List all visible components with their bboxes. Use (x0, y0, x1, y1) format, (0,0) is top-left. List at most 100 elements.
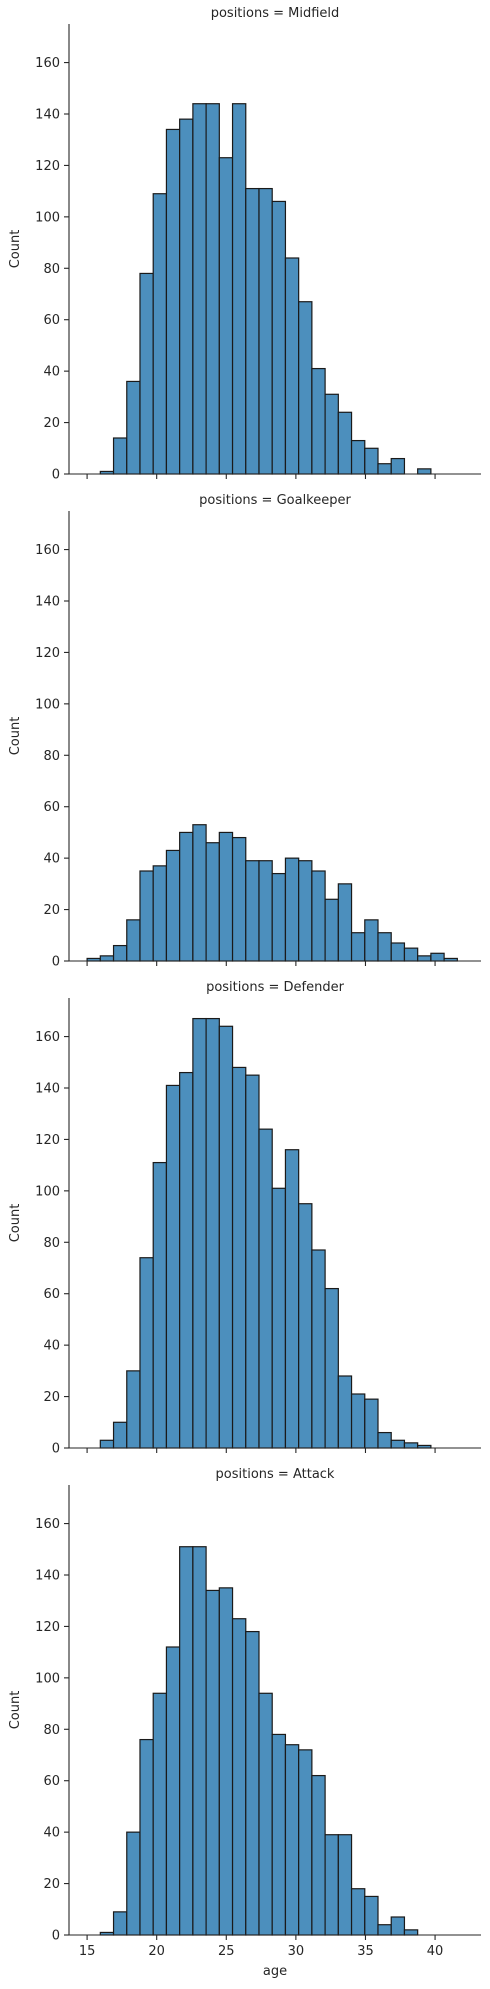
histogram-bar (231, 836, 247, 962)
histogram-bar (165, 849, 181, 962)
y-axis-label: Count (8, 1691, 23, 1730)
x-axis-label: age (263, 1964, 287, 1979)
y-tick-label: 160 (35, 543, 60, 558)
y-tick-label: 60 (43, 313, 60, 328)
histogram-bar (139, 272, 154, 475)
histogram-bar (364, 919, 379, 962)
histogram-bar (231, 1066, 247, 1449)
y-tick-label: 140 (35, 108, 60, 123)
y-tick-label: 40 (43, 1339, 60, 1354)
histogram-bar (165, 1084, 181, 1449)
histogram-bar (377, 1924, 392, 1936)
y-tick-label: 80 (43, 749, 60, 764)
histogram-bar (99, 955, 115, 962)
y-tick-label: 140 (35, 1082, 60, 1097)
y-tick-label: 100 (35, 697, 60, 712)
histogram-bar (350, 932, 366, 962)
facet-title: positions = Goalkeeper (199, 493, 351, 508)
histogram-bar (390, 1439, 406, 1449)
histogram-bar (205, 1589, 220, 1936)
histogram-bar (324, 393, 339, 475)
histogram-bar (271, 872, 287, 962)
histogram-bar (218, 157, 234, 475)
histogram-bar (192, 1017, 207, 1449)
histogram-bar (231, 1618, 247, 1936)
histogram-bar (337, 883, 353, 962)
y-tick-label: 20 (43, 1390, 60, 1405)
histogram-bar (139, 1738, 154, 1936)
histogram-bar (205, 842, 220, 962)
histogram-bar (390, 942, 406, 962)
histogram-bar (311, 870, 326, 962)
histogram-bar (112, 1421, 128, 1449)
histogram-bar (218, 1587, 234, 1936)
histogram-bar (403, 1442, 419, 1449)
histogram-bar (192, 824, 207, 962)
histogram-bar (350, 1888, 366, 1936)
histogram-bar (126, 1370, 141, 1449)
histogram-bar (298, 301, 313, 475)
y-tick-label: 60 (43, 1287, 60, 1302)
histogram-bar (245, 860, 260, 962)
histogram-bar (377, 932, 392, 962)
x-tick-label: 30 (288, 1944, 305, 1959)
histogram-bar (152, 865, 168, 962)
histogram-bar (284, 857, 300, 962)
histogram-bar (271, 1187, 287, 1449)
histogram-bar (337, 1375, 353, 1449)
histogram-bar (152, 193, 168, 475)
histogram-bar (311, 1249, 326, 1449)
y-tick-label: 160 (35, 56, 60, 71)
histogram-bar (417, 468, 432, 475)
histogram-bar (364, 1895, 379, 1936)
y-tick-label: 80 (43, 262, 60, 277)
y-tick-label: 0 (52, 1442, 60, 1457)
histogram-bar (364, 1398, 379, 1449)
x-tick-label: 40 (427, 1944, 444, 1959)
histogram-bar (192, 1546, 207, 1936)
histogram-bar (179, 118, 194, 475)
histogram-bar (298, 1203, 313, 1449)
histogram-bar (271, 200, 287, 475)
histogram-bar (324, 1834, 339, 1936)
histogram-bar (245, 187, 260, 475)
y-tick-label: 80 (43, 1236, 60, 1251)
y-tick-label: 20 (43, 416, 60, 431)
histogram-bar (271, 1733, 287, 1936)
y-tick-label: 100 (35, 1184, 60, 1199)
y-tick-label: 40 (43, 365, 60, 380)
histogram-bar (192, 103, 207, 475)
histogram-bar (324, 1287, 339, 1449)
histogram-bar (258, 187, 273, 475)
x-tick-label: 20 (148, 1944, 165, 1959)
x-tick-label: 15 (79, 1944, 96, 1959)
histogram-bar (258, 1692, 273, 1936)
histogram-bar (179, 1071, 194, 1449)
y-tick-label: 100 (35, 1671, 60, 1686)
histogram-bar (205, 103, 220, 475)
histogram-bar (112, 1911, 128, 1936)
histogram-bar (205, 1017, 220, 1449)
histogram-bar (245, 1630, 260, 1936)
y-tick-label: 80 (43, 1723, 60, 1738)
histogram-bar (258, 1128, 273, 1449)
histogram-bar (377, 1431, 392, 1449)
histogram-bar (126, 1831, 141, 1936)
histogram-bar (284, 1149, 300, 1449)
histogram-bar (430, 952, 445, 962)
histogram-bar (218, 1025, 234, 1449)
histogram-bar (165, 128, 181, 475)
y-tick-label: 20 (43, 1877, 60, 1892)
x-tick-label: 35 (357, 1944, 374, 1959)
histogram-bar (218, 831, 234, 962)
y-axis-label: Count (8, 1204, 23, 1243)
histogram-bar (152, 1692, 168, 1936)
facet-panel: positions = Defender 0 20 40 60 80 100 120 140 16… (8, 980, 481, 1457)
facet-panel: positions = Attack 0 20 40 60 80 100 120 140 160 C… (8, 1467, 481, 1979)
histogram-bar (337, 411, 353, 475)
y-tick-label: 120 (35, 1620, 60, 1635)
facet-panel: positions = Goalkeeper 0 20 40 60 80 100 120 140… (8, 493, 481, 970)
x-tick-label: 25 (218, 1944, 235, 1959)
y-tick-label: 60 (43, 1774, 60, 1789)
histogram-bar (258, 860, 273, 962)
